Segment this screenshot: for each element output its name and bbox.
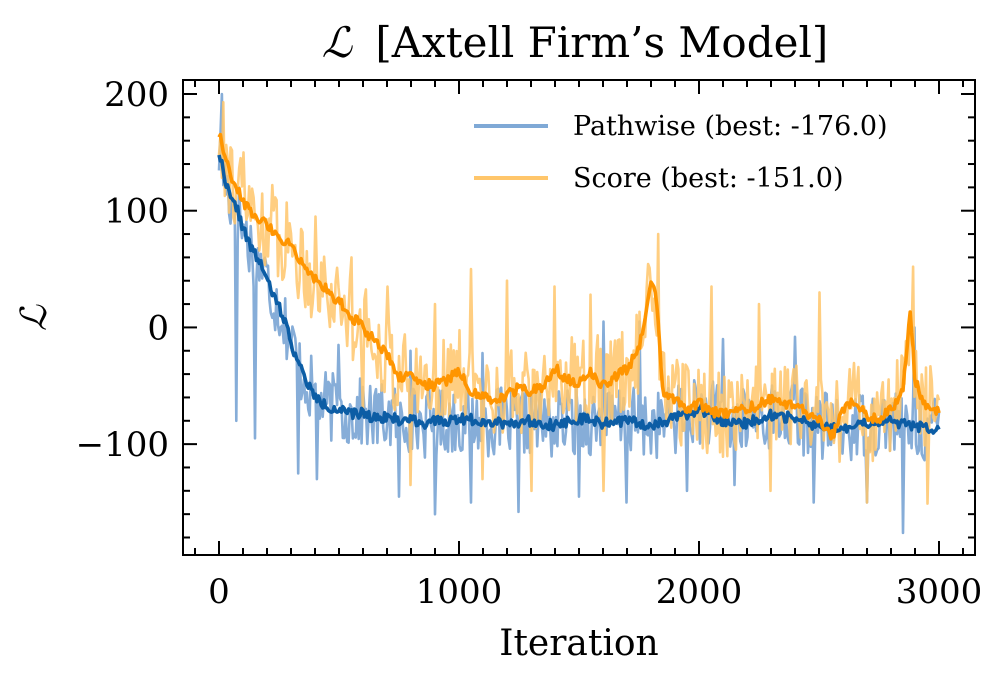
- x-tick-label: 1000: [416, 572, 503, 612]
- x-tick-label: 0: [208, 572, 230, 612]
- smooth-line-pathwise: [217, 154, 941, 436]
- title-model-name: [Axtell Firm’s Model]: [375, 18, 828, 67]
- y-tick-label: 0: [147, 308, 169, 348]
- y-tick-label: 200: [104, 75, 169, 115]
- legend-label-pathwise: Pathwise (best: -176.0): [573, 111, 888, 142]
- chart-title: ℒ [Axtell Firm’s Model]: [322, 18, 829, 67]
- plot-area: [217, 92, 941, 535]
- x-tick-label: 3000: [896, 572, 983, 612]
- y-tick-label: 100: [104, 192, 169, 232]
- y-tick-label: −100: [76, 425, 169, 465]
- x-tick-label: 2000: [656, 572, 743, 612]
- legend-label-score: Score (best: -151.0): [573, 163, 843, 194]
- raw-line-pathwise: [217, 92, 941, 535]
- title-loss-symbol: ℒ: [322, 18, 353, 67]
- x-axis-label: Iteration: [499, 623, 659, 664]
- y-axis-label: ℒ: [14, 304, 55, 331]
- smooth-line-score: [217, 132, 941, 441]
- legend: Pathwise (best: -176.0) Score (best: -15…: [474, 111, 888, 194]
